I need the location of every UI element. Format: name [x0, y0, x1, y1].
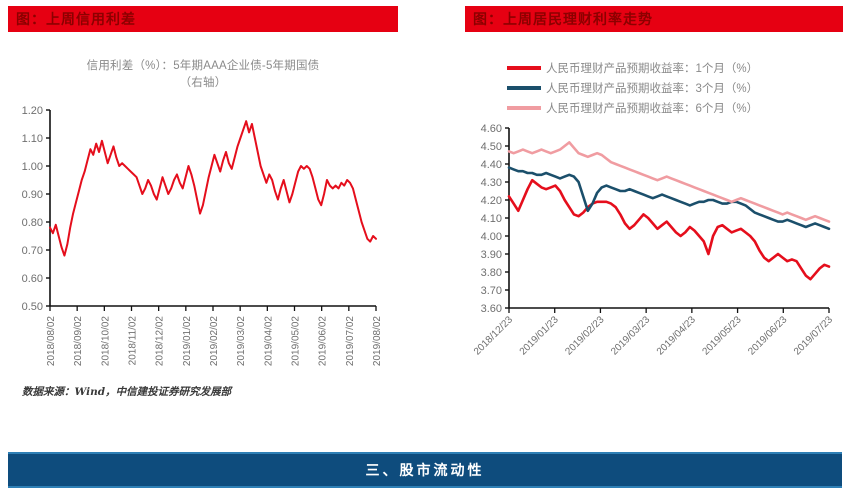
plot-credit-spread: 1.20 1.10 1.00 0.90 0.80 0.70 0.60 0.50 2018/08/…: [8, 102, 398, 402]
chart-legend-right: 人民币理财产品预期收益率：1个月（%） 人民币理财产品预期收益率：3个月（%） …: [465, 58, 843, 118]
svg-text:2019/07/02: 2019/07/02: [345, 316, 356, 366]
panel-header-right: 图：上周居民理财利率走势: [465, 6, 843, 32]
panel-body-right: 人民币理财产品预期收益率：1个月（%） 人民币理财产品预期收益率：3个月（%） …: [465, 32, 843, 416]
section-banner-text: 三、股市流动性: [365, 463, 485, 479]
svg-text:4.40: 4.40: [481, 159, 502, 171]
legend-item-6m: 人民币理财产品预期收益率：6个月（%）: [465, 98, 843, 118]
svg-text:2019/04/02: 2019/04/02: [263, 316, 274, 366]
credit-spread-chart: 1.20 1.10 1.00 0.90 0.80 0.70 0.60 0.502018/08/…: [22, 105, 383, 366]
legend-swatch-1m: [507, 66, 541, 70]
svg-text:3.90: 3.90: [481, 249, 502, 261]
svg-text:4.60: 4.60: [481, 123, 502, 135]
legend-item-1m: 人民币理财产品预期收益率：1个月（%）: [465, 58, 843, 78]
panel-credit-spread: 图：上周信用利差 信用利差（%）：5年期AAA企业债-5年期国债 （右轴） 1.…: [8, 6, 398, 416]
svg-text:1.10: 1.10: [22, 133, 43, 145]
wealth-rates-chart: 4.60 4.50 4.40 4.30 4.20 4.10 4.00 3.90 3.80 3.70…: [472, 123, 835, 358]
svg-text:4.20: 4.20: [481, 195, 502, 207]
svg-text:2019/03/23: 2019/03/23: [609, 314, 652, 357]
svg-text:2018/11/02: 2018/11/02: [128, 316, 139, 366]
svg-text:3.60: 3.60: [481, 303, 502, 315]
panel-title-right: 图：上周居民理财利率走势: [473, 12, 653, 28]
svg-text:4.00: 4.00: [481, 231, 502, 243]
chart-title-left-line1: 信用利差（%）：5年期AAA企业债-5年期国债: [86, 60, 320, 72]
svg-text:2019/02/02: 2019/02/02: [209, 316, 220, 366]
legend-label-1m: 人民币理财产品预期收益率：1个月（%）: [546, 63, 759, 75]
panel-header-left: 图：上周信用利差: [8, 6, 398, 32]
section-banner: 三、股市流动性: [8, 452, 842, 488]
svg-text:0.50: 0.50: [22, 301, 43, 313]
svg-text:4.50: 4.50: [481, 141, 502, 153]
legend-swatch-6m: [507, 106, 541, 110]
svg-text:2018/12/23: 2018/12/23: [472, 314, 515, 357]
legend-label-3m: 人民币理财产品预期收益率：3个月（%）: [546, 83, 759, 95]
svg-text:1.20: 1.20: [22, 105, 43, 117]
svg-text:2019/03/02: 2019/03/02: [236, 316, 247, 366]
svg-text:2019/01/02: 2019/01/02: [182, 316, 193, 366]
legend-swatch-3m: [507, 86, 541, 90]
chart-title-left-line2: （右轴）: [179, 77, 227, 89]
panel-wealth-rates: 图：上周居民理财利率走势 人民币理财产品预期收益率：1个月（%） 人民币理财产品…: [465, 6, 843, 416]
svg-text:2019/07/23: 2019/07/23: [792, 314, 835, 357]
source-note-left: 数据来源：Wind，中信建投证券研究发展部: [22, 386, 232, 398]
svg-text:4.30: 4.30: [481, 177, 502, 189]
svg-text:2019/06/02: 2019/06/02: [318, 316, 329, 366]
legend-item-3m: 人民币理财产品预期收益率：3个月（%）: [465, 78, 843, 98]
svg-text:2018/08/02: 2018/08/02: [46, 316, 57, 366]
chart-title-left: 信用利差（%）：5年期AAA企业债-5年期国债 （右轴）: [8, 58, 398, 92]
svg-text:1.00: 1.00: [22, 161, 43, 173]
svg-text:0.90: 0.90: [22, 189, 43, 201]
panel-title-left: 图：上周信用利差: [16, 12, 136, 28]
svg-text:2019/04/23: 2019/04/23: [655, 314, 698, 357]
svg-text:2019/05/23: 2019/05/23: [701, 314, 744, 357]
svg-text:2018/09/02: 2018/09/02: [73, 316, 84, 366]
legend-label-6m: 人民币理财产品预期收益率：6个月（%）: [546, 103, 759, 115]
svg-text:2018/10/02: 2018/10/02: [100, 316, 111, 366]
svg-text:4.10: 4.10: [481, 213, 502, 225]
svg-text:3.80: 3.80: [481, 267, 502, 279]
svg-text:2019/08/02: 2019/08/02: [372, 316, 383, 366]
svg-text:2019/05/02: 2019/05/02: [291, 316, 302, 366]
svg-text:0.60: 0.60: [22, 273, 43, 285]
svg-text:0.80: 0.80: [22, 217, 43, 229]
svg-text:2019/06/23: 2019/06/23: [746, 314, 789, 357]
plot-wealth-rates: 4.60 4.50 4.40 4.30 4.20 4.10 4.00 3.90 3.80 3.70…: [465, 120, 843, 400]
svg-text:3.70: 3.70: [481, 285, 502, 297]
svg-text:0.70: 0.70: [22, 245, 43, 257]
svg-text:2018/12/02: 2018/12/02: [155, 316, 166, 366]
svg-text:2019/01/23: 2019/01/23: [518, 314, 561, 357]
svg-text:2019/02/23: 2019/02/23: [563, 314, 606, 357]
panel-body-left: 信用利差（%）：5年期AAA企业债-5年期国债 （右轴） 1.20 1.10 1.0…: [8, 32, 398, 416]
